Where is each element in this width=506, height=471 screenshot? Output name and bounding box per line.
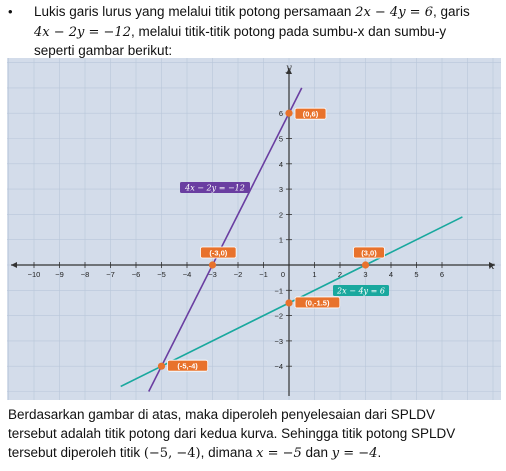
bullet-icon: • bbox=[8, 4, 13, 19]
conclusion-text-4: , dimana bbox=[200, 445, 257, 460]
equation-2: 4x − 2y = −12 bbox=[34, 24, 131, 40]
point-labels: 4x − 2y = −12 2x − 4y = 6 (0,6) (-3,0) (3,0)… bbox=[167, 107, 389, 372]
x-tick-label: 3 bbox=[363, 270, 367, 279]
intro-text-2: , garis bbox=[432, 4, 470, 19]
x-tick-label: 4 bbox=[389, 270, 393, 279]
intro-paragraph: • Lukis garis lurus yang melalui titik p… bbox=[8, 3, 502, 61]
intersection-point bbox=[361, 261, 370, 269]
point-label: (-3,0) bbox=[209, 248, 227, 257]
y-tick-label: 2 bbox=[279, 210, 283, 219]
equation-tag-bg bbox=[333, 285, 389, 296]
x-tick-label: −1 bbox=[259, 270, 268, 279]
tick-labels: −10 −9 −8 −7 −6 −5 −4 −3 −2 −1 0 1 2 3 4 5 6654321−1−2−3… bbox=[28, 109, 444, 371]
intro-text-3: , melalui titik-titik potong pada sumbu-… bbox=[130, 23, 447, 39]
y-tick-label: 5 bbox=[279, 135, 283, 144]
x-tick-label: −7 bbox=[106, 270, 115, 279]
point-label: (-5,-4) bbox=[177, 362, 198, 371]
x-axis-label: x bbox=[489, 261, 495, 272]
point-label: (0,6) bbox=[303, 110, 319, 119]
y-axis-label: y bbox=[285, 63, 292, 74]
solution-y: y = −4 bbox=[331, 446, 378, 461]
x-tick-label: 1 bbox=[312, 270, 316, 279]
axes: xy bbox=[11, 63, 495, 396]
intersection-point bbox=[157, 362, 166, 370]
y-tick-label: 1 bbox=[279, 236, 283, 245]
point-label-bg bbox=[167, 359, 209, 372]
point-label-bg bbox=[294, 296, 341, 309]
conclusion-text-5: dan bbox=[301, 445, 332, 460]
intro-text-4: seperti gambar berikut: bbox=[34, 43, 173, 58]
x-tick-label: 2 bbox=[338, 270, 342, 279]
intersection-point bbox=[208, 261, 217, 269]
y-tick-label: 6 bbox=[279, 109, 283, 118]
conclusion-text-6: . bbox=[377, 445, 382, 460]
intersection-point bbox=[285, 109, 293, 117]
x-tick-label: −2 bbox=[234, 270, 243, 279]
x-tick-label: −6 bbox=[132, 270, 141, 279]
point-label-bg bbox=[294, 107, 327, 120]
intersection-points bbox=[157, 109, 370, 370]
x-tick-label: −3 bbox=[208, 270, 217, 279]
solution-point: (−5, −4) bbox=[143, 446, 201, 461]
y-tick-label: −1 bbox=[274, 286, 283, 295]
point-label-bg bbox=[200, 246, 237, 259]
y-axis-arrow-icon bbox=[286, 68, 292, 74]
point-label: (0,-1.5) bbox=[305, 298, 330, 307]
y-tick-label: −3 bbox=[274, 337, 283, 346]
conclusion-text-1: Berdasarkan gambar di atas, maka diperol… bbox=[8, 407, 435, 422]
coordinate-graph: xy −10 −9 −8 −7 −6 −5 −4 −3 −2 −1 0 1 2 3 4 5 6654321−1−… bbox=[7, 58, 501, 400]
equation-1: 2x − 4y = 6 bbox=[355, 5, 433, 20]
x-axis-arrow-left-icon bbox=[11, 262, 17, 268]
x-tick-label: −8 bbox=[81, 270, 90, 279]
y-tick-label: 3 bbox=[279, 185, 283, 194]
x-tick-label: −5 bbox=[157, 270, 166, 279]
conclusion-paragraph: Berdasarkan gambar di atas, maka diperol… bbox=[8, 405, 502, 463]
x-tick-label: −9 bbox=[55, 270, 64, 279]
y-tick-label: −2 bbox=[274, 312, 283, 321]
conclusion-text-3: tersebut diperoleh titik bbox=[8, 445, 144, 460]
point-label: (3,0) bbox=[361, 248, 377, 257]
series-line bbox=[148, 87, 303, 392]
equation-tag-label: 4x − 2y = −12 bbox=[184, 184, 245, 193]
x-tick-label: 5 bbox=[414, 270, 418, 279]
y-tick-label: 4 bbox=[279, 160, 283, 169]
conclusion-text-2: tersebut adalah titik potong dari kedua … bbox=[8, 426, 456, 441]
intersection-point bbox=[285, 299, 293, 307]
x-tick-label: 6 bbox=[440, 270, 444, 279]
x-tick-label: 0 bbox=[281, 270, 285, 279]
solution-x: x = −5 bbox=[256, 446, 302, 461]
y-tick-label: −4 bbox=[274, 362, 283, 371]
x-tick-label: −4 bbox=[183, 270, 192, 279]
intro-text-1: Lukis garis lurus yang melalui titik pot… bbox=[34, 4, 356, 19]
equation-tag-label: 2x − 4y = 6 bbox=[336, 287, 385, 296]
graph-background bbox=[7, 58, 501, 400]
x-tick-label: −10 bbox=[28, 270, 41, 279]
equation-tag-bg bbox=[180, 182, 250, 193]
point-label-bg bbox=[353, 246, 385, 259]
x-axis-arrow-icon bbox=[489, 262, 495, 268]
